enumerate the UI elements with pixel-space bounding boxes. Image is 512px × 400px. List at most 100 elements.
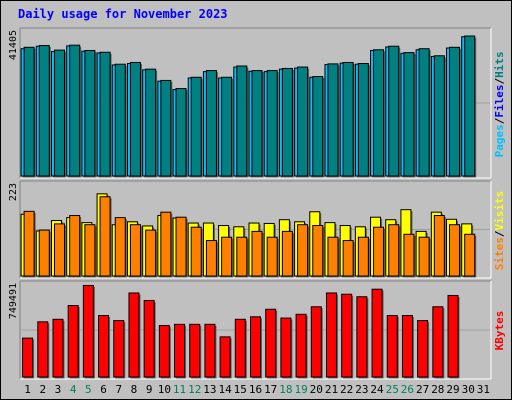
hits-bar-files-day-7 (114, 63, 127, 178)
hits-bar-files-day-14 (221, 76, 234, 178)
kbytes-bar-kbytes-day-17 (265, 308, 278, 379)
legend-sites: Sites (493, 237, 506, 270)
bar (128, 292, 140, 378)
hits-bar-files-day-6 (99, 51, 112, 178)
bar (281, 230, 293, 277)
bar (251, 230, 263, 277)
bar (175, 216, 187, 277)
kbytes-bar-kbytes-day-25 (386, 315, 399, 379)
bar (219, 336, 231, 378)
visits-bar-sites-day-10 (160, 211, 173, 278)
bar (464, 35, 476, 177)
bar (145, 229, 157, 277)
hits-bar-files-day-23 (357, 63, 370, 178)
bar (114, 217, 126, 277)
hits-legend: Pages/Files/Hits (493, 51, 506, 157)
bar (250, 316, 261, 378)
visits-bar-sites-day-4 (69, 215, 82, 278)
legend-kbytes: KBytes (493, 311, 506, 351)
visits-ymax-label: 223 (8, 183, 19, 201)
legend-separator: / (493, 78, 506, 85)
bar (99, 51, 111, 177)
kbytes-bar-kbytes-day-8 (128, 292, 141, 379)
visits-bar-sites-day-19 (297, 224, 310, 278)
kbytes-bar-kbytes-day-6 (98, 315, 111, 379)
bar (113, 320, 125, 378)
bar (69, 215, 81, 277)
hits-bar-files-day-30 (464, 35, 477, 178)
x-tick-label-14: 14 (218, 383, 232, 396)
kbytes-bar-kbytes-day-9 (143, 299, 156, 379)
visits-bar-sites-day-21 (327, 236, 340, 278)
bar (204, 323, 216, 378)
x-tick-label-26: 26 (401, 383, 414, 396)
visits-bar-sites-day-30 (464, 233, 477, 278)
hits-bar-files-day-5 (84, 49, 97, 178)
kbytes-bar-kbytes-day-5 (82, 284, 95, 379)
x-tick-label-17: 17 (264, 383, 277, 396)
kbytes-bar-kbytes-day-21 (325, 292, 338, 379)
hits-bar-files-day-26 (403, 52, 416, 178)
x-tick-label-11: 11 (173, 383, 186, 396)
x-tick-label-9: 9 (146, 383, 153, 396)
bar (432, 306, 444, 378)
kbytes-bar-kbytes-day-15 (234, 318, 247, 379)
kbytes-bar-kbytes-day-7 (113, 320, 126, 379)
bar (82, 284, 94, 378)
bar (371, 288, 383, 378)
hits-bar-files-day-20 (312, 76, 325, 178)
bar (312, 225, 324, 277)
bar (160, 79, 172, 177)
visits-bar-sites-day-16 (251, 230, 264, 278)
x-tick-label-21: 21 (325, 383, 338, 396)
visits-bar-sites-day-12 (190, 226, 203, 278)
bar (251, 70, 263, 177)
kbytes-bar-kbytes-day-12 (189, 323, 202, 379)
visits-bar-sites-day-22 (342, 240, 355, 278)
bar (401, 315, 413, 378)
bar (312, 76, 324, 177)
bar (158, 325, 170, 378)
bar (23, 210, 35, 277)
bar (53, 49, 65, 177)
x-tick-label-7: 7 (115, 383, 122, 396)
x-tick-label-16: 16 (249, 383, 262, 396)
visits-bar-sites-day-28 (433, 215, 446, 278)
visits-bar-sites-day-20 (312, 225, 325, 278)
kbytes-bar-kbytes-day-14 (219, 336, 232, 379)
bar (160, 211, 172, 277)
legend-hits: Hits (493, 51, 506, 78)
bar (373, 226, 385, 277)
bar (129, 224, 141, 277)
visits-bar-sites-day-13 (205, 240, 218, 278)
bar (297, 66, 309, 177)
hits-bar-files-day-8 (129, 61, 142, 178)
kbytes-bar-kbytes-day-10 (158, 325, 171, 379)
bar (190, 226, 202, 277)
visits-bar-sites-day-11 (175, 216, 188, 278)
kbytes-bar-kbytes-day-20 (310, 306, 323, 379)
bar (67, 305, 79, 378)
x-tick-label-27: 27 (416, 383, 429, 396)
x-tick-label-24: 24 (370, 383, 384, 396)
hits-bar-files-day-15 (236, 65, 249, 178)
bar (388, 224, 400, 277)
bar (37, 321, 49, 378)
x-tick-label-23: 23 (355, 383, 368, 396)
bar (266, 70, 278, 177)
x-tick-label-25: 25 (386, 383, 399, 396)
visits-bar-sites-day-17 (266, 236, 279, 278)
kbytes-bar-kbytes-day-1 (22, 337, 35, 379)
kbytes-bar-kbytes-day-29 (447, 294, 460, 379)
bar (236, 65, 248, 177)
hits-bar-files-day-3 (53, 49, 66, 178)
visits-bar-sites-day-6 (99, 196, 112, 278)
bar (53, 223, 65, 277)
hits-bar-files-day-17 (266, 70, 279, 178)
x-tick-label-22: 22 (340, 383, 353, 396)
x-tick-label-19: 19 (294, 383, 307, 396)
bar (327, 236, 339, 277)
hits-bar-files-day-19 (297, 66, 310, 178)
visits-legend: Sites/Visits (493, 191, 506, 271)
hits-bar-files-day-9 (145, 68, 158, 178)
